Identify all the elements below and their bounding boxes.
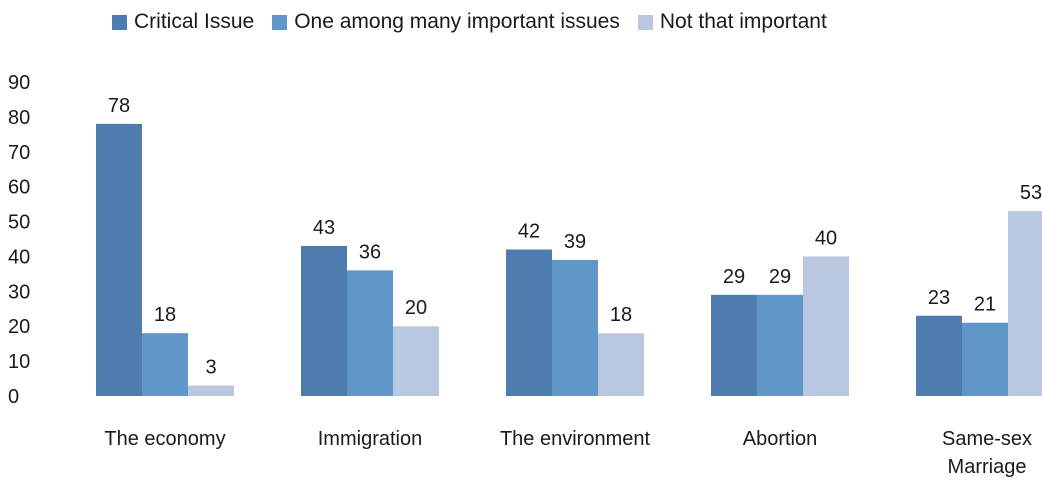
bars xyxy=(96,123,1042,396)
bar-same-sex-marriage-one-among-many-important-issues xyxy=(962,322,1008,396)
bar-the-environment-critical-issue xyxy=(506,249,552,396)
data-label: 53 xyxy=(1020,182,1042,204)
legend-item-one-among-many-important-issues: One among many important issues xyxy=(272,10,620,34)
x-tick-label-immigration: Immigration xyxy=(318,428,422,450)
data-label: 23 xyxy=(928,287,950,309)
legend-label: Not that important xyxy=(659,10,827,33)
data-label: 18 xyxy=(154,304,176,326)
y-tick-label: 90 xyxy=(8,72,30,94)
data-label: 78 xyxy=(108,95,130,117)
x-tick-label-the-economy: The economy xyxy=(104,428,225,450)
y-tick-label: 50 xyxy=(8,212,30,234)
x-tick-label-the-environment: The environment xyxy=(500,428,651,450)
bar-abortion-one-among-many-important-issues xyxy=(757,294,803,396)
y-tick-label: 10 xyxy=(8,351,30,373)
data-label: 39 xyxy=(564,231,586,253)
y-tick-label: 0 xyxy=(8,386,19,408)
x-tick-label-abortion: Abortion xyxy=(743,428,818,450)
y-tick-label: 80 xyxy=(8,107,30,129)
bar-immigration-critical-issue xyxy=(301,245,347,396)
bar-the-economy-critical-issue xyxy=(96,123,142,396)
y-tick-label: 70 xyxy=(8,142,30,164)
bar-abortion-critical-issue xyxy=(711,294,757,396)
legend-swatch xyxy=(272,14,288,30)
bar-immigration-one-among-many-important-issues xyxy=(347,270,393,396)
data-label: 40 xyxy=(815,227,837,249)
y-tick-label: 20 xyxy=(8,316,30,338)
y-tick-label: 60 xyxy=(8,177,30,199)
legend-swatch xyxy=(112,14,127,30)
data-label: 42 xyxy=(518,220,540,242)
y-tick-label: 30 xyxy=(8,281,30,303)
x-tick-label-same-sex-marriage: Same-sex xyxy=(942,428,1032,450)
x-tick-label-same-sex-marriage: Marriage xyxy=(948,456,1027,478)
bar-the-economy-not-that-important xyxy=(188,385,234,396)
chart-legend: Critical Issue One among many important i… xyxy=(112,10,845,34)
y-axis: 0 10 20 30 40 50 60 70 80 90 xyxy=(8,72,30,408)
data-label: 43 xyxy=(313,217,335,239)
data-label: 3 xyxy=(205,357,216,379)
bar-same-sex-marriage-critical-issue xyxy=(916,315,962,396)
bar-the-environment-not-that-important xyxy=(598,333,644,396)
data-label: 21 xyxy=(974,294,996,316)
bar-abortion-not-that-important xyxy=(803,256,849,396)
bar-the-economy-one-among-many-important-issues xyxy=(142,333,188,396)
data-label: 36 xyxy=(359,241,381,263)
legend-item-critical-issue: Critical Issue xyxy=(112,10,254,34)
data-label: 29 xyxy=(723,266,745,288)
legend-item-not-that-important: Not that important xyxy=(637,10,827,34)
data-label: 20 xyxy=(405,297,427,319)
legend-swatch xyxy=(637,14,653,30)
bar-same-sex-marriage-not-that-important xyxy=(1008,211,1042,396)
data-labels: 78 18 3 43 36 20 42 39 18 29 29 40 23 21 53 xyxy=(108,95,1042,379)
y-tick-label: 40 xyxy=(8,246,30,268)
bar-the-environment-one-among-many-important-issues xyxy=(552,259,598,396)
data-label: 18 xyxy=(610,304,632,326)
x-axis: The economy Immigration The environment Abo… xyxy=(104,428,1032,478)
legend-label: Critical Issue xyxy=(134,10,255,33)
data-label: 29 xyxy=(769,266,791,288)
legend-label: One among many important issues xyxy=(294,10,620,33)
bar-immigration-not-that-important xyxy=(393,326,439,396)
